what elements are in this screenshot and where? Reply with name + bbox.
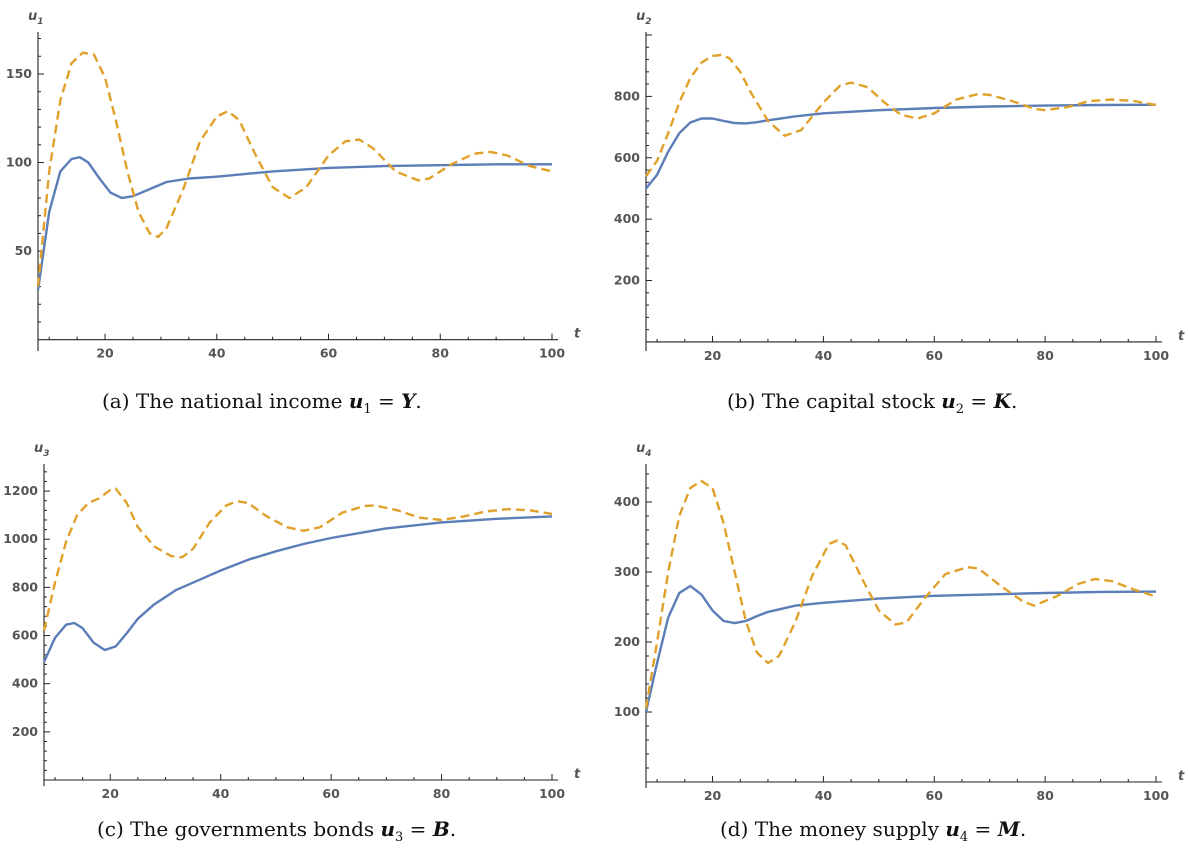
x-tick-label: 80 bbox=[1036, 788, 1054, 803]
x-tick-label: 20 bbox=[704, 348, 722, 363]
y-tick-label: 100 bbox=[6, 155, 32, 170]
caption-var: u bbox=[941, 389, 956, 413]
series-line-solid-capital-stock bbox=[645, 103, 1157, 190]
x-tick-label: 40 bbox=[208, 346, 226, 361]
chart-panel-money-supply: 20 40 60 80 100 100 200 300 400 u4 t (d) The money… bbox=[594, 432, 1188, 857]
y-axis-label: u2 bbox=[636, 9, 652, 27]
x-axis-label: t bbox=[574, 767, 581, 782]
x-tick-label: 60 bbox=[320, 346, 338, 361]
caption-equals: = bbox=[403, 817, 433, 841]
x-tick-label: 100 bbox=[539, 346, 565, 361]
caption-var: u bbox=[348, 389, 364, 413]
caption-period: . bbox=[1019, 817, 1027, 841]
caption-var: u bbox=[380, 817, 396, 841]
y-tick-label: 400 bbox=[614, 211, 640, 226]
caption-period: . bbox=[1010, 389, 1018, 413]
y-tick-label: 400 bbox=[12, 676, 38, 691]
caption-symbol: K bbox=[993, 389, 1011, 413]
x-axis-label: t bbox=[574, 327, 581, 342]
caption-symbol: M bbox=[997, 817, 1020, 841]
y-tick-label: 600 bbox=[12, 628, 38, 643]
chart-panel-national-income: 20 40 60 80 100 50 100 150 u1 t (a) The national … bbox=[0, 0, 594, 420]
y-tick-label: 1000 bbox=[3, 531, 38, 546]
y-tick-label: 300 bbox=[614, 564, 640, 579]
series-line-dashed-government-bonds bbox=[42, 487, 553, 631]
y-tick-label: 150 bbox=[6, 66, 32, 81]
caption-symbol: Y bbox=[401, 389, 416, 413]
x-tick-label: 40 bbox=[815, 788, 833, 803]
caption-subscript: 4 bbox=[959, 830, 969, 845]
x-tick-label: 100 bbox=[539, 786, 565, 801]
x-tick-label: 100 bbox=[1143, 348, 1169, 363]
series-line-solid-money-supply bbox=[644, 584, 1157, 713]
y-axis-label: u3 bbox=[34, 441, 50, 459]
caption-government-bonds: (c) The governments bonds u3 = B. bbox=[97, 817, 456, 845]
y-axis-label: u1 bbox=[28, 9, 44, 27]
y-tick-label: 800 bbox=[12, 579, 38, 594]
caption-equals: = bbox=[371, 389, 402, 413]
caption-text: (d) The money supply bbox=[720, 817, 946, 841]
caption-text: (c) The governments bonds bbox=[97, 817, 381, 841]
caption-equals: = bbox=[968, 817, 998, 841]
y-tick-label: 800 bbox=[614, 88, 640, 103]
series-line-dashed-money-supply bbox=[644, 479, 1157, 709]
x-tick-label: 20 bbox=[96, 346, 114, 361]
series-line-solid-government-bonds bbox=[42, 515, 553, 663]
x-tick-label: 80 bbox=[433, 786, 451, 801]
y-tick-label: 600 bbox=[614, 150, 640, 165]
y-tick-label: 200 bbox=[12, 724, 38, 739]
x-tick-label: 20 bbox=[704, 788, 722, 803]
x-axis-label: t bbox=[1178, 329, 1185, 344]
caption-subscript: 3 bbox=[395, 830, 404, 845]
x-tick-label: 40 bbox=[815, 348, 833, 363]
caption-national-income: (a) The national income u1 = Y. bbox=[102, 389, 422, 417]
caption-period: . bbox=[449, 817, 457, 841]
x-tick-label: 80 bbox=[432, 346, 450, 361]
caption-var: u bbox=[945, 817, 960, 841]
caption-capital-stock: (b) The capital stock u2 = K. bbox=[727, 389, 1017, 417]
chart-plot-government-bonds: 20 40 60 80 100 200 400 600 800 1000 1200 u3 t bbox=[3, 441, 581, 801]
y-tick-label: 200 bbox=[614, 634, 640, 649]
y-tick-label: 1200 bbox=[3, 483, 38, 498]
x-tick-label: 100 bbox=[1143, 788, 1169, 803]
y-tick-label: 50 bbox=[15, 243, 33, 258]
chart-plot-national-income: 20 40 60 80 100 50 100 150 u1 t bbox=[6, 9, 581, 361]
caption-period: . bbox=[415, 389, 422, 413]
chart-plot-capital-stock: 20 40 60 80 100 200 400 600 800 u2 t bbox=[614, 9, 1185, 363]
caption-symbol: B bbox=[432, 817, 450, 841]
y-tick-label: 100 bbox=[614, 704, 640, 719]
caption-subscript: 1 bbox=[363, 402, 372, 417]
chart-panel-capital-stock: 20 40 60 80 100 200 400 600 800 u2 t (b) The capit… bbox=[594, 0, 1188, 420]
y-axis-label: u4 bbox=[636, 441, 652, 459]
caption-equals: = bbox=[964, 389, 994, 413]
series-line-dashed-capital-stock bbox=[645, 53, 1157, 177]
caption-text: (b) The capital stock bbox=[727, 389, 942, 413]
x-tick-label: 60 bbox=[926, 348, 944, 363]
chart-panel-government-bonds: 20 40 60 80 100 200 400 600 800 1000 1200 u3 t (c) T… bbox=[0, 432, 594, 857]
series-line-solid-national-income bbox=[36, 156, 552, 291]
x-tick-label: 20 bbox=[102, 786, 120, 801]
x-axis-label: t bbox=[1178, 769, 1185, 784]
x-tick-label: 40 bbox=[212, 786, 230, 801]
caption-money-supply: (d) The money supply u4 = M. bbox=[720, 817, 1026, 845]
caption-subscript: 2 bbox=[955, 402, 965, 417]
series-line-dashed-national-income bbox=[36, 51, 553, 287]
y-tick-label: 400 bbox=[614, 494, 640, 509]
y-tick-label: 200 bbox=[614, 273, 640, 288]
chart-plot-money-supply: 20 40 60 80 100 100 200 300 400 u4 t bbox=[614, 441, 1185, 803]
x-tick-label: 80 bbox=[1036, 348, 1054, 363]
x-tick-label: 60 bbox=[322, 786, 340, 801]
x-tick-label: 60 bbox=[926, 788, 944, 803]
caption-text: (a) The national income bbox=[102, 389, 349, 413]
